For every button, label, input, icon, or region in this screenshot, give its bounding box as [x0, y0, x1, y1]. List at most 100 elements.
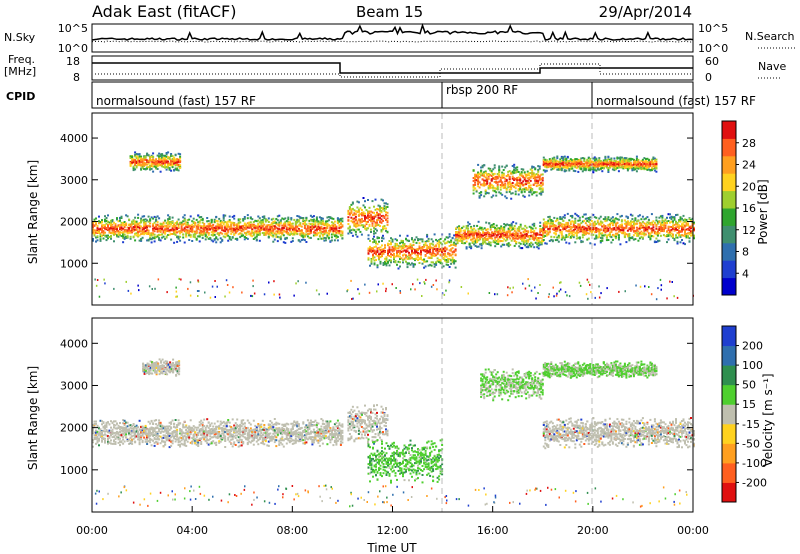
- data-cell: [219, 223, 222, 226]
- data-cell: [494, 241, 497, 244]
- data-cell: [631, 226, 634, 229]
- data-cell: [439, 249, 442, 252]
- data-cell: [288, 225, 291, 228]
- data-cell: [521, 227, 524, 230]
- data-cell: [233, 224, 236, 227]
- data-cell: [512, 236, 515, 239]
- data-cell: [537, 247, 540, 250]
- data-cell: [219, 221, 222, 224]
- data-cell: [402, 258, 404, 261]
- data-cell: [537, 180, 540, 183]
- data-cell: [436, 247, 439, 250]
- data-cell: [369, 245, 371, 248]
- data-cell: [514, 183, 517, 186]
- data-cell: [291, 225, 294, 228]
- data-cell: [480, 226, 483, 229]
- data-cell: [164, 160, 167, 163]
- data-cell: [327, 232, 330, 235]
- data-cell: [177, 158, 180, 161]
- data-cell: [693, 234, 695, 237]
- data-cell: [144, 221, 147, 224]
- data-cell: [583, 230, 586, 232]
- data-cell: [201, 225, 204, 228]
- data-cell: [476, 234, 479, 236]
- data-cell: [128, 223, 131, 226]
- data-cell: [357, 210, 360, 213]
- data-cell: [513, 166, 516, 169]
- data-cell: [535, 182, 538, 184]
- data-cell: [534, 233, 537, 235]
- data-cell: [535, 173, 538, 176]
- data-cell: [326, 227, 329, 230]
- data-cell: [557, 223, 560, 226]
- data-cell: [406, 234, 409, 237]
- data-cell: [164, 230, 167, 233]
- data-cell: [478, 192, 481, 195]
- data-cell: [350, 220, 353, 223]
- data-cell: [318, 221, 321, 224]
- data-cell: [634, 223, 637, 226]
- data-cell: [350, 229, 353, 232]
- data-cell: [453, 260, 456, 263]
- data-cell: [604, 220, 607, 223]
- data-cell: [132, 169, 135, 172]
- data-cell: [619, 226, 622, 229]
- data-cell: [450, 254, 453, 257]
- data-cell: [188, 225, 191, 228]
- data-cell: [492, 234, 495, 237]
- data-cell: [191, 220, 194, 223]
- data-cell: [649, 234, 652, 237]
- data-cell: [423, 245, 426, 248]
- data-cell: [533, 246, 536, 249]
- data-cell: [544, 165, 547, 168]
- data-cell: [218, 227, 221, 230]
- data-cell: [465, 237, 468, 240]
- data-cell: [206, 230, 209, 233]
- data-cell: [186, 229, 189, 232]
- data-cell: [504, 180, 507, 183]
- data-cell: [490, 179, 493, 182]
- data-cell: [258, 217, 261, 220]
- data-cell: [535, 191, 538, 194]
- data-cell: [174, 160, 177, 163]
- data-cell: [408, 251, 410, 254]
- data-cell: [488, 242, 491, 245]
- data-cell: [390, 261, 392, 264]
- data-cell: [587, 237, 590, 240]
- data-cell: [309, 214, 312, 217]
- data-cell: [672, 236, 674, 239]
- data-cell: [503, 223, 506, 225]
- data-cell: [375, 240, 377, 243]
- data-cell: [321, 227, 324, 230]
- data-cell: [516, 229, 519, 232]
- data-cell: [385, 229, 387, 232]
- data-cell: [554, 224, 557, 227]
- data-cell: [661, 216, 664, 219]
- data-cell: [264, 232, 267, 235]
- data-cell: [158, 227, 161, 230]
- data-cell: [490, 184, 493, 186]
- data-cell: [667, 225, 670, 228]
- data-cell: [516, 237, 519, 240]
- data-cell: [135, 226, 138, 229]
- data-cell: [113, 226, 115, 229]
- data-cell: [120, 215, 123, 218]
- data-cell: [432, 254, 435, 257]
- data-cell: [125, 214, 128, 217]
- data-cell: [528, 178, 531, 181]
- data-cell: [635, 220, 638, 223]
- data-cell: [631, 221, 634, 223]
- data-cell: [586, 232, 589, 234]
- data-cell: [625, 224, 628, 227]
- data-cell: [309, 223, 312, 226]
- data-cell: [539, 229, 542, 232]
- data-cell: [379, 213, 381, 216]
- data-cell: [595, 216, 598, 219]
- data-cell: [688, 237, 691, 240]
- data-cell: [533, 224, 536, 227]
- data-cell: [99, 235, 102, 238]
- data-cell: [550, 235, 553, 238]
- data-cell: [473, 236, 476, 239]
- data-cell: [595, 237, 598, 240]
- data-cell: [122, 233, 125, 236]
